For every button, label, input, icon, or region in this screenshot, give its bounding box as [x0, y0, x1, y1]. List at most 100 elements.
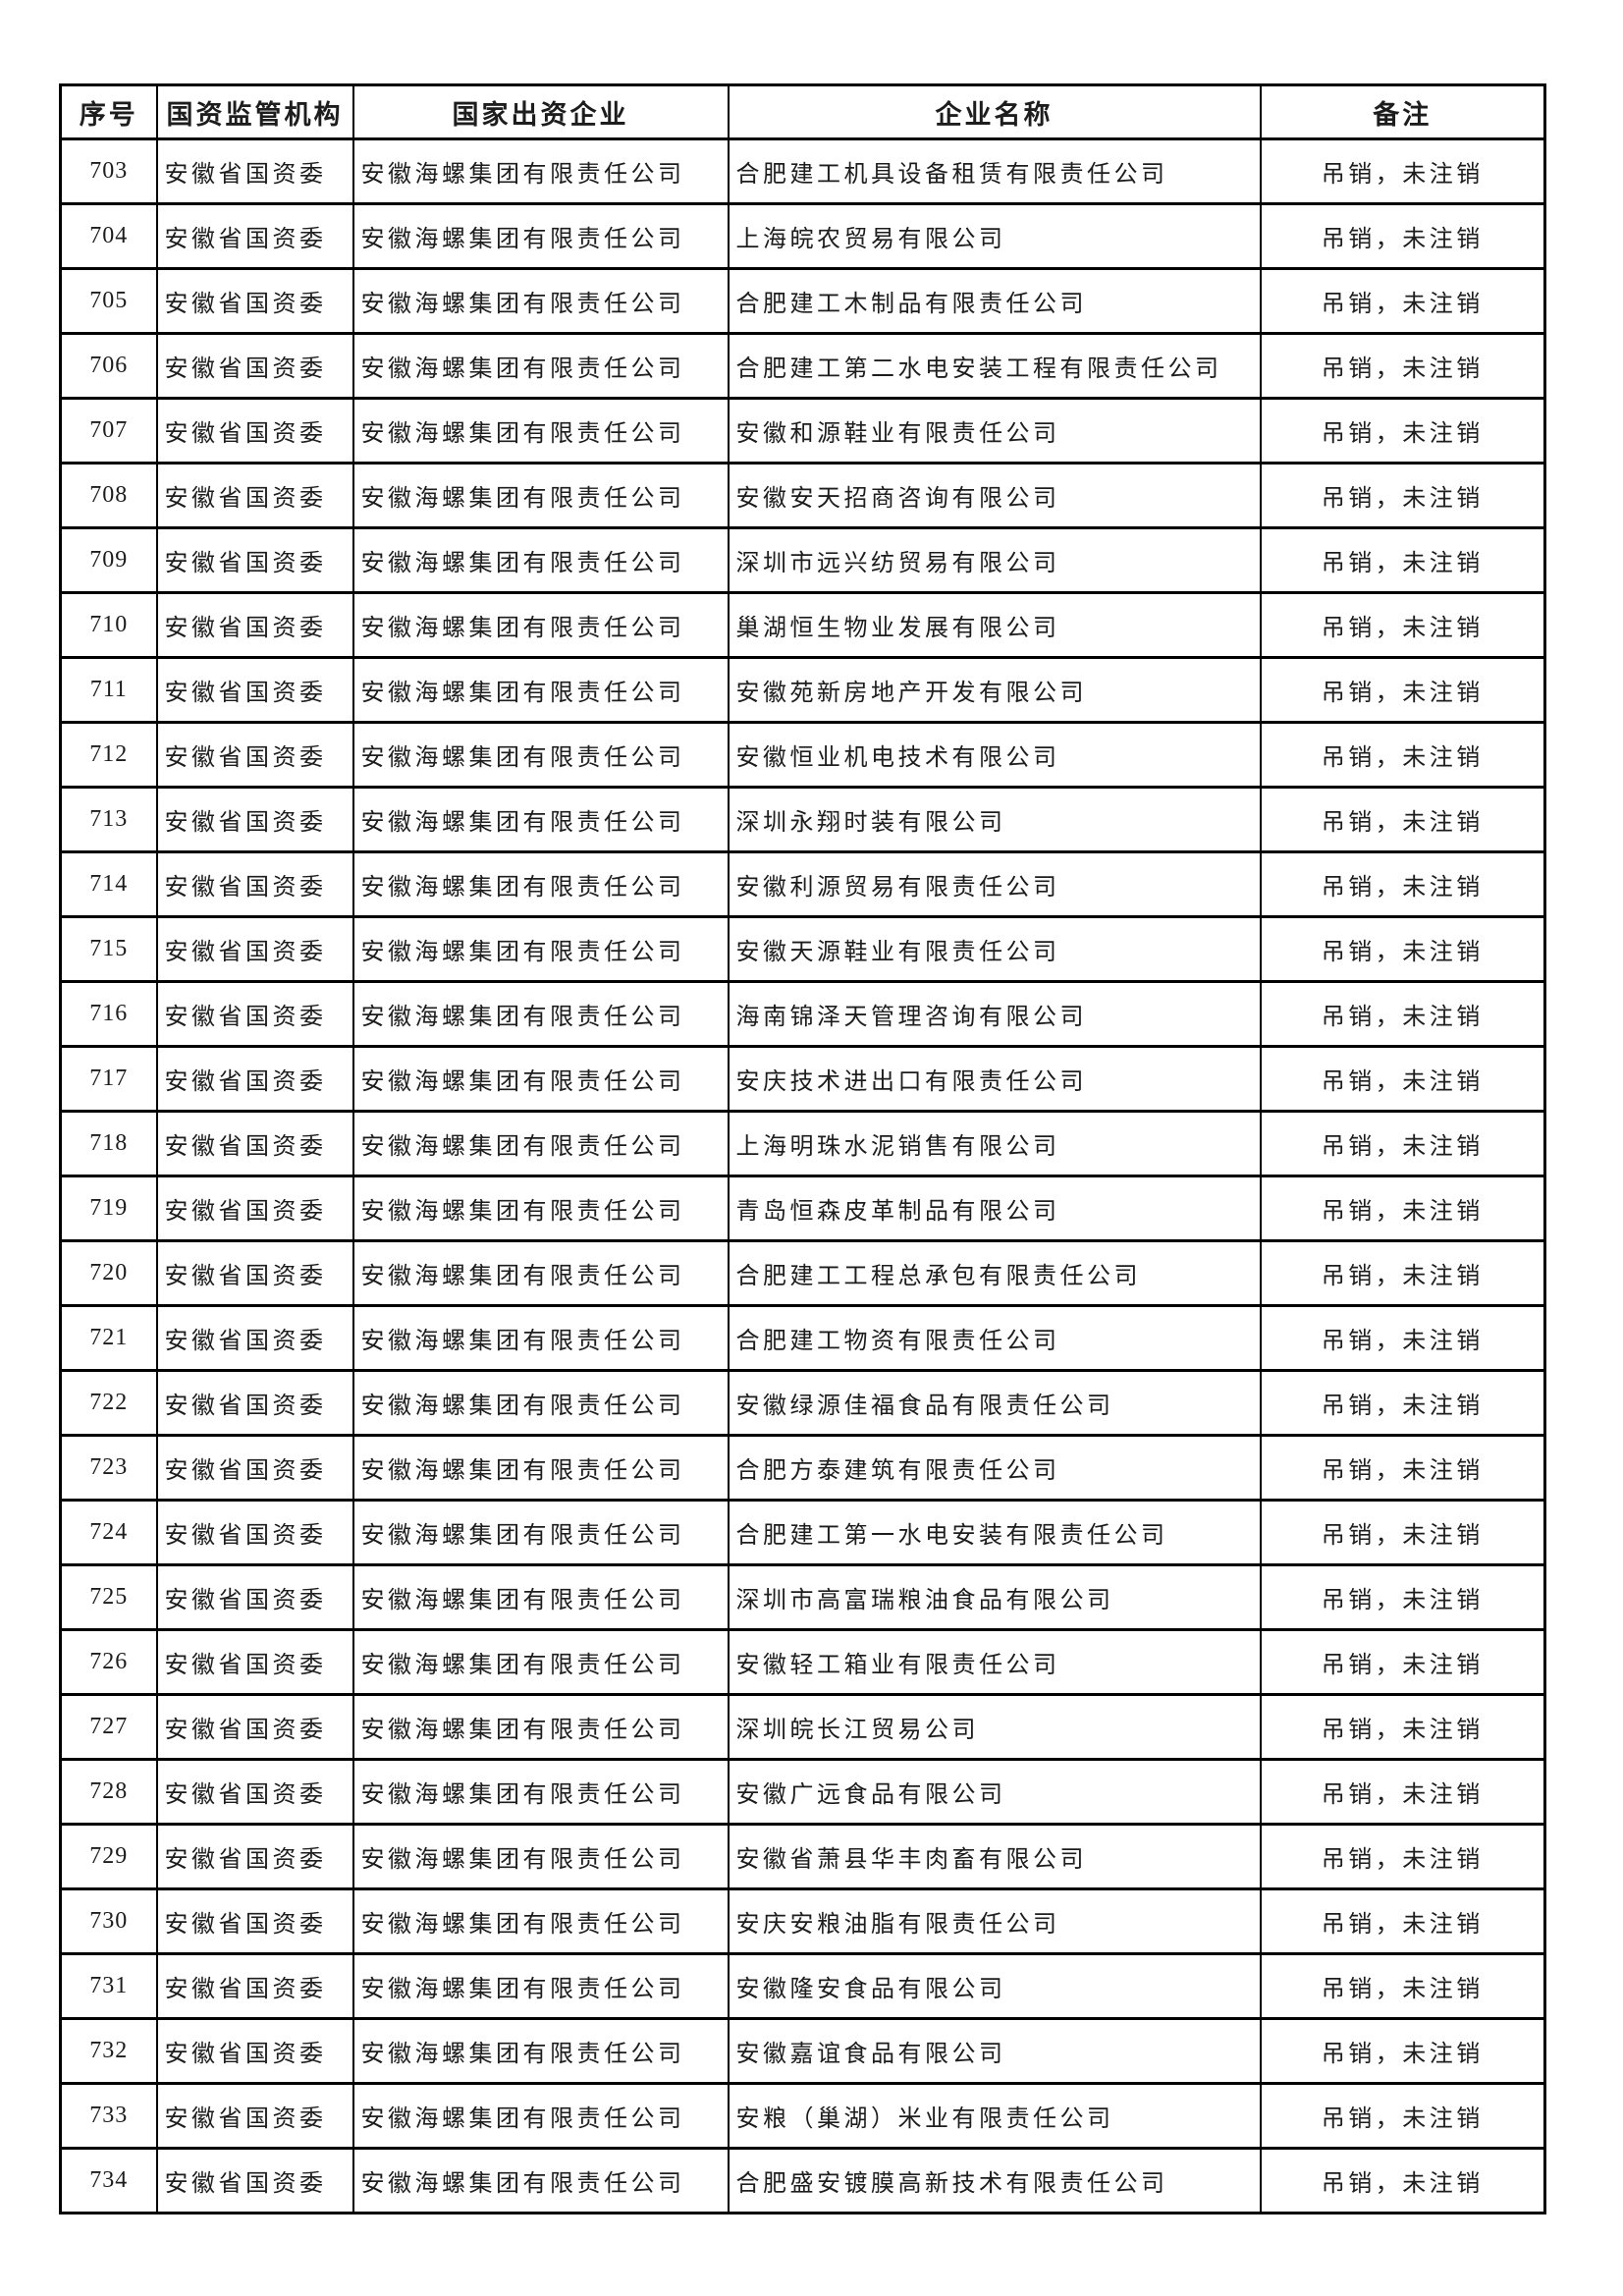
table-row: 731 安徽省国资委 安徽海螺集团有限责任公司 安徽隆安食品有限公司 吊销，未注销	[59, 1952, 1546, 2020]
cell-seq: 708	[59, 462, 158, 529]
table-row: 729 安徽省国资委 安徽海螺集团有限责任公司 安徽省萧县华丰肉畜有限公司 吊销，未注销	[59, 1823, 1546, 1890]
cell-seq: 706	[59, 332, 158, 400]
cell-company: 安徽绿源佳福食品有限责任公司	[727, 1369, 1262, 1437]
cell-seq: 709	[59, 526, 158, 594]
cell-regulator: 安徽省国资委	[155, 1045, 354, 1113]
cell-regulator: 安徽省国资委	[155, 1499, 354, 1566]
table-row: 713 安徽省国资委 安徽海螺集团有限责任公司 深圳永翔时装有限公司 吊销，未注销	[59, 786, 1546, 853]
cell-remark: 吊销，未注销	[1259, 850, 1546, 918]
table-row: 705 安徽省国资委 安徽海螺集团有限责任公司 合肥建工木制品有限责任公司 吊销，未注销	[59, 267, 1546, 335]
cell-seq: 723	[59, 1434, 158, 1502]
cell-enterprise: 安徽海螺集团有限责任公司	[352, 1823, 730, 1890]
table-row: 703 安徽省国资委 安徽海螺集团有限责任公司 合肥建工机具设备租赁有限责任公司 吊销，…	[59, 137, 1546, 205]
cell-company: 合肥建工第二水电安装工程有限责任公司	[727, 332, 1262, 400]
cell-enterprise: 安徽海螺集团有限责任公司	[352, 1563, 730, 1631]
cell-seq: 728	[59, 1758, 158, 1826]
cell-regulator: 安徽省国资委	[155, 1563, 354, 1631]
cell-remark: 吊销，未注销	[1259, 332, 1546, 400]
cell-regulator: 安徽省国资委	[155, 1952, 354, 2020]
cell-company: 合肥建工机具设备租赁有限责任公司	[727, 137, 1262, 205]
cell-regulator: 安徽省国资委	[155, 462, 354, 529]
cell-remark: 吊销，未注销	[1259, 1628, 1546, 1696]
cell-remark: 吊销，未注销	[1259, 915, 1546, 983]
cell-enterprise: 安徽海螺集团有限责任公司	[352, 202, 730, 270]
table-row: 734 安徽省国资委 安徽海螺集团有限责任公司 合肥盛安镀膜高新技术有限责任公司 吊销，…	[59, 2147, 1546, 2214]
cell-company: 海南锦泽天管理咨询有限公司	[727, 980, 1262, 1048]
cell-company: 上海明珠水泥销售有限公司	[727, 1110, 1262, 1177]
cell-enterprise: 安徽海螺集团有限责任公司	[352, 915, 730, 983]
cell-remark: 吊销，未注销	[1259, 1045, 1546, 1113]
cell-seq: 716	[59, 980, 158, 1048]
cell-enterprise: 安徽海螺集团有限责任公司	[352, 786, 730, 853]
cell-remark: 吊销，未注销	[1259, 1369, 1546, 1437]
cell-remark: 吊销，未注销	[1259, 1434, 1546, 1502]
cell-regulator: 安徽省国资委	[155, 656, 354, 724]
cell-regulator: 安徽省国资委	[155, 1304, 354, 1372]
cell-enterprise: 安徽海螺集团有限责任公司	[352, 1499, 730, 1566]
cell-enterprise: 安徽海螺集团有限责任公司	[352, 397, 730, 465]
table-row: 717 安徽省国资委 安徽海螺集团有限责任公司 安庆技术进出口有限责任公司 吊销，未注销	[59, 1045, 1546, 1113]
cell-seq: 707	[59, 397, 158, 465]
cell-company: 深圳市远兴纺贸易有限公司	[727, 526, 1262, 594]
cell-enterprise: 安徽海螺集团有限责任公司	[352, 2147, 730, 2214]
cell-regulator: 安徽省国资委	[155, 1628, 354, 1696]
cell-company: 安庆技术进出口有限责任公司	[727, 1045, 1262, 1113]
cell-enterprise: 安徽海螺集团有限责任公司	[352, 1175, 730, 1242]
cell-seq: 730	[59, 1887, 158, 1955]
cell-regulator: 安徽省国资委	[155, 1887, 354, 1955]
cell-regulator: 安徽省国资委	[155, 1175, 354, 1242]
cell-seq: 705	[59, 267, 158, 335]
cell-company: 安徽轻工箱业有限责任公司	[727, 1628, 1262, 1696]
cell-company: 青岛恒森皮革制品有限公司	[727, 1175, 1262, 1242]
cell-regulator: 安徽省国资委	[155, 980, 354, 1048]
cell-remark: 吊销，未注销	[1259, 2082, 1546, 2150]
cell-remark: 吊销，未注销	[1259, 721, 1546, 789]
cell-remark: 吊销，未注销	[1259, 1823, 1546, 1890]
header-remark: 备注	[1259, 83, 1546, 140]
table-row: 720 安徽省国资委 安徽海螺集团有限责任公司 合肥建工工程总承包有限责任公司 吊销，未…	[59, 1239, 1546, 1307]
cell-enterprise: 安徽海螺集团有限责任公司	[352, 1434, 730, 1502]
cell-regulator: 安徽省国资委	[155, 591, 354, 659]
cell-enterprise: 安徽海螺集团有限责任公司	[352, 267, 730, 335]
cell-company: 安徽广远食品有限公司	[727, 1758, 1262, 1826]
cell-regulator: 安徽省国资委	[155, 721, 354, 789]
cell-seq: 712	[59, 721, 158, 789]
cell-enterprise: 安徽海螺集团有限责任公司	[352, 2082, 730, 2150]
cell-seq: 717	[59, 1045, 158, 1113]
cell-remark: 吊销，未注销	[1259, 137, 1546, 205]
cell-seq: 732	[59, 2017, 158, 2085]
cell-enterprise: 安徽海螺集团有限责任公司	[352, 591, 730, 659]
cell-seq: 726	[59, 1628, 158, 1696]
cell-enterprise: 安徽海螺集团有限责任公司	[352, 1369, 730, 1437]
cell-remark: 吊销，未注销	[1259, 656, 1546, 724]
cell-remark: 吊销，未注销	[1259, 1952, 1546, 2020]
cell-enterprise: 安徽海螺集团有限责任公司	[352, 980, 730, 1048]
cell-seq: 711	[59, 656, 158, 724]
cell-remark: 吊销，未注销	[1259, 1110, 1546, 1177]
cell-seq: 727	[59, 1693, 158, 1761]
cell-company: 安徽利源贸易有限责任公司	[727, 850, 1262, 918]
cell-enterprise: 安徽海螺集团有限责任公司	[352, 1045, 730, 1113]
cell-enterprise: 安徽海螺集团有限责任公司	[352, 850, 730, 918]
cell-remark: 吊销，未注销	[1259, 1239, 1546, 1307]
cell-company: 安徽隆安食品有限公司	[727, 1952, 1262, 2020]
cell-remark: 吊销，未注销	[1259, 462, 1546, 529]
cell-company: 安徽恒业机电技术有限公司	[727, 721, 1262, 789]
cell-seq: 710	[59, 591, 158, 659]
cell-seq: 734	[59, 2147, 158, 2214]
table-row: 714 安徽省国资委 安徽海螺集团有限责任公司 安徽利源贸易有限责任公司 吊销，未注销	[59, 850, 1546, 918]
cell-enterprise: 安徽海螺集团有限责任公司	[352, 2017, 730, 2085]
cell-enterprise: 安徽海螺集团有限责任公司	[352, 1628, 730, 1696]
cell-regulator: 安徽省国资委	[155, 1239, 354, 1307]
table-row: 732 安徽省国资委 安徽海螺集团有限责任公司 安徽嘉谊食品有限公司 吊销，未注销	[59, 2017, 1546, 2085]
cell-regulator: 安徽省国资委	[155, 1110, 354, 1177]
cell-regulator: 安徽省国资委	[155, 397, 354, 465]
table-row: 710 安徽省国资委 安徽海螺集团有限责任公司 巢湖恒生物业发展有限公司 吊销，未注销	[59, 591, 1546, 659]
table-row: 730 安徽省国资委 安徽海螺集团有限责任公司 安庆安粮油脂有限责任公司 吊销，未注销	[59, 1887, 1546, 1955]
cell-seq: 713	[59, 786, 158, 853]
cell-remark: 吊销，未注销	[1259, 1499, 1546, 1566]
cell-company: 深圳市高富瑞粮油食品有限公司	[727, 1563, 1262, 1631]
cell-company: 合肥建工第一水电安装有限责任公司	[727, 1499, 1262, 1566]
cell-company: 安徽省萧县华丰肉畜有限公司	[727, 1823, 1262, 1890]
cell-regulator: 安徽省国资委	[155, 850, 354, 918]
